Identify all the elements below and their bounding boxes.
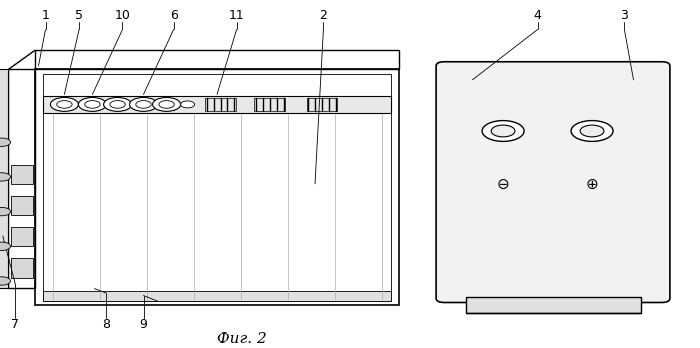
Text: 10: 10 <box>115 9 130 22</box>
Bar <box>35 69 399 305</box>
Bar <box>254 98 285 111</box>
Circle shape <box>491 125 515 137</box>
Circle shape <box>85 101 100 108</box>
Bar <box>307 98 337 111</box>
Text: ⊖: ⊖ <box>497 177 510 192</box>
Circle shape <box>482 120 524 141</box>
Text: 4: 4 <box>533 9 542 22</box>
Circle shape <box>0 242 10 251</box>
Circle shape <box>136 101 151 108</box>
Text: 3: 3 <box>620 9 629 22</box>
Text: 5: 5 <box>75 9 83 22</box>
Bar <box>43 291 391 301</box>
Bar <box>10 196 33 215</box>
FancyBboxPatch shape <box>436 62 670 302</box>
Text: 6: 6 <box>169 9 178 22</box>
Circle shape <box>78 97 106 111</box>
Bar <box>205 98 236 111</box>
Bar <box>10 227 33 246</box>
Circle shape <box>110 101 125 108</box>
Circle shape <box>50 97 78 111</box>
Bar <box>43 96 391 113</box>
Circle shape <box>571 120 613 141</box>
Bar <box>8 69 35 288</box>
Text: 11: 11 <box>229 9 244 22</box>
Bar <box>0 69 8 288</box>
Circle shape <box>0 138 10 147</box>
Circle shape <box>159 101 174 108</box>
Circle shape <box>181 101 195 108</box>
Bar <box>10 259 33 277</box>
Circle shape <box>0 173 10 181</box>
Text: 1: 1 <box>41 9 50 22</box>
Circle shape <box>57 101 72 108</box>
Circle shape <box>104 97 132 111</box>
Text: Фиг. 2: Фиг. 2 <box>216 332 267 346</box>
Text: ⊕: ⊕ <box>586 177 598 192</box>
Text: 9: 9 <box>139 318 148 331</box>
Bar <box>43 73 391 301</box>
Text: 2: 2 <box>319 9 328 22</box>
Bar <box>10 165 33 184</box>
Circle shape <box>130 97 158 111</box>
Bar <box>466 296 640 313</box>
Text: 7: 7 <box>11 318 20 331</box>
Text: 8: 8 <box>102 318 111 331</box>
Circle shape <box>153 97 181 111</box>
Circle shape <box>580 125 604 137</box>
Bar <box>35 50 399 69</box>
Circle shape <box>0 207 10 216</box>
Circle shape <box>0 277 10 285</box>
